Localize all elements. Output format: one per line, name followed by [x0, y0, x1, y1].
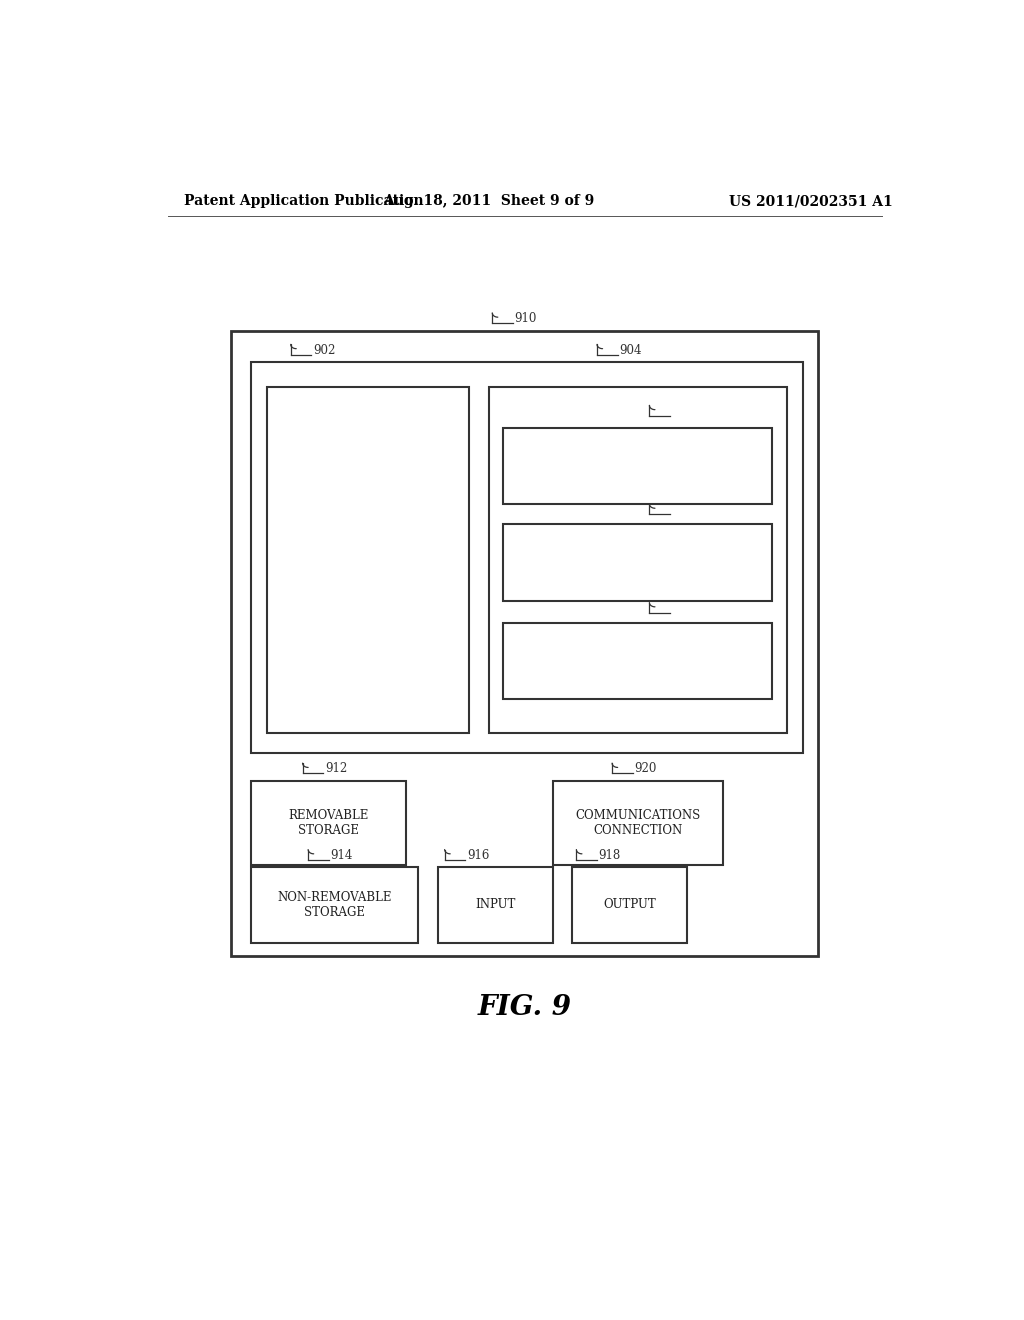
Bar	[251, 867, 418, 942]
Text: 910: 910	[514, 312, 537, 325]
Text: VOLATILE: VOLATILE	[606, 556, 669, 569]
Text: 902: 902	[313, 343, 335, 356]
Bar	[231, 331, 818, 956]
Text: 908: 908	[672, 602, 694, 615]
Text: INPUT: INPUT	[475, 899, 515, 911]
Bar	[503, 428, 772, 504]
Text: 904: 904	[620, 343, 642, 356]
Text: US 2011/0202351 A1: US 2011/0202351 A1	[729, 194, 892, 209]
Text: NON-REMOVABLE
STORAGE: NON-REMOVABLE STORAGE	[278, 891, 391, 919]
Text: 925: 925	[672, 405, 694, 417]
Text: Aug. 18, 2011  Sheet 9 of 9: Aug. 18, 2011 Sheet 9 of 9	[383, 194, 595, 209]
Text: 914: 914	[331, 849, 352, 862]
Text: PROGRAM: PROGRAM	[605, 459, 670, 473]
Text: PROCESSING
UNIT: PROCESSING UNIT	[326, 546, 411, 574]
Bar	[489, 387, 786, 733]
Text: COMMUNICATIONS
CONNECTION: COMMUNICATIONS CONNECTION	[575, 809, 700, 837]
Text: OUTPUT: OUTPUT	[603, 899, 656, 911]
Text: FIG. 9: FIG. 9	[478, 994, 571, 1020]
Text: REMOVABLE
STORAGE: REMOVABLE STORAGE	[288, 809, 369, 837]
Bar	[572, 867, 687, 942]
Text: 920: 920	[634, 763, 656, 775]
Text: Patent Application Publication: Patent Application Publication	[183, 194, 423, 209]
Bar	[437, 867, 553, 942]
Text: 918: 918	[599, 849, 621, 862]
Bar	[251, 362, 803, 752]
Text: 916: 916	[467, 849, 489, 862]
Bar	[503, 524, 772, 601]
Text: 912: 912	[325, 763, 347, 775]
Bar	[267, 387, 469, 733]
Bar	[251, 781, 406, 865]
Bar	[553, 781, 723, 865]
Text: 906: 906	[672, 503, 694, 516]
Text: NON-VOLATILE: NON-VOLATILE	[590, 655, 685, 668]
Bar	[503, 623, 772, 700]
